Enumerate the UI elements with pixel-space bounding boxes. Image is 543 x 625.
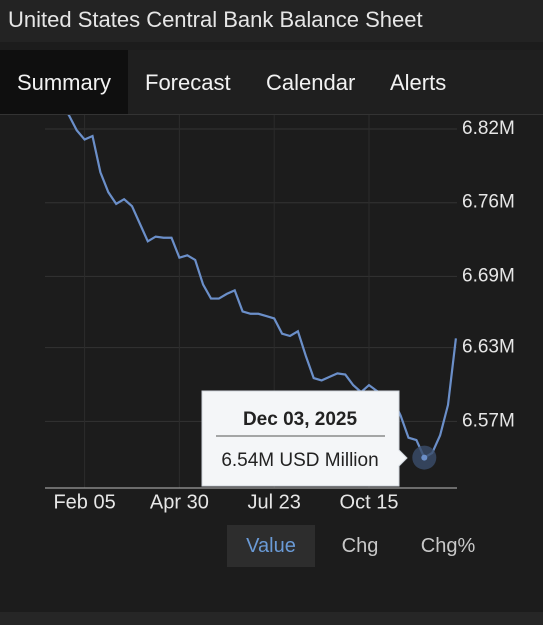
x-tick-label: Oct 15 bbox=[340, 491, 399, 513]
tooltip-date: Dec 03, 2025 bbox=[243, 409, 358, 430]
tab[interactable]: Summary bbox=[0, 50, 128, 114]
page-title: United States Central Bank Balance Sheet bbox=[8, 7, 423, 32]
title-bar: United States Central Bank Balance Sheet bbox=[0, 0, 543, 42]
tab-bar: Summary Forecast Calendar Alerts bbox=[0, 50, 543, 115]
chart: 6.57M 6.63M 6.69M 6.76M 6.82M Feb 05 Apr 30 Jul… bbox=[45, 115, 515, 513]
tooltip-box bbox=[201, 390, 408, 487]
tab[interactable]: Calendar bbox=[266, 70, 356, 95]
y-tick-label: 6.82M bbox=[462, 118, 515, 139]
x-tick-label: Jul 23 bbox=[248, 491, 301, 513]
footer-bar bbox=[0, 612, 543, 625]
x-tick-label: Apr 30 bbox=[150, 491, 209, 513]
tab[interactable]: Alerts bbox=[390, 70, 447, 95]
y-tick-label: 6.76M bbox=[462, 192, 515, 213]
y-tick-label: 6.69M bbox=[462, 265, 515, 286]
x-tick-label: Feb 05 bbox=[53, 491, 115, 513]
tooltip-value: 6.54M USD Million bbox=[221, 450, 378, 471]
mode-button[interactable]: Chg% bbox=[420, 535, 476, 557]
y-tick-label: 6.57M bbox=[462, 410, 515, 431]
tab[interactable]: Forecast bbox=[145, 70, 231, 95]
mode-button[interactable]: Chg bbox=[341, 535, 379, 557]
hover-point bbox=[421, 454, 428, 461]
mode-button[interactable]: Value bbox=[227, 525, 315, 567]
y-tick-label: 6.63M bbox=[462, 337, 515, 358]
